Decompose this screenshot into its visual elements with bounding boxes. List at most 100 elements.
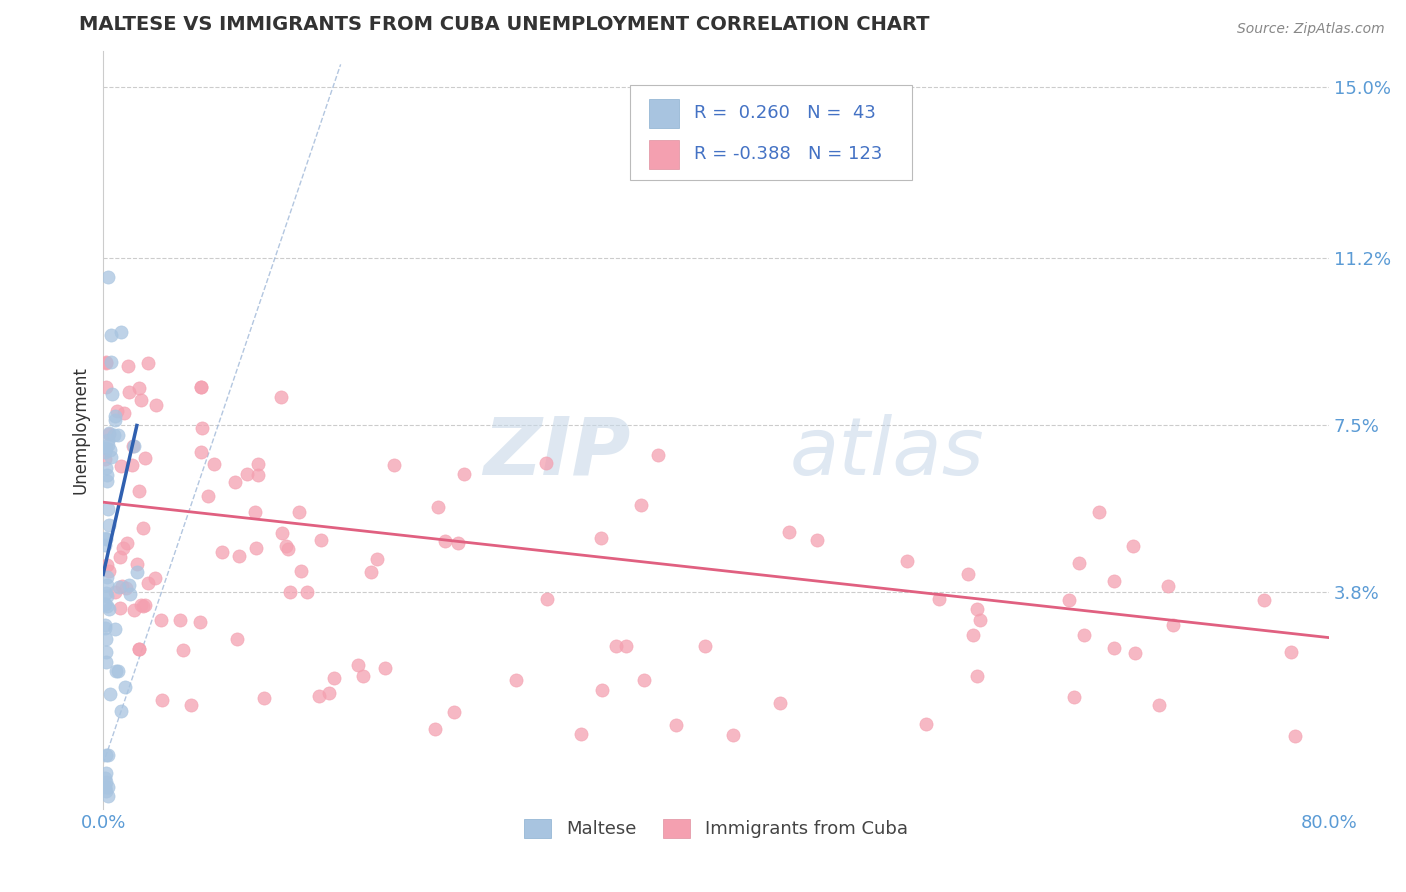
Point: [665, 717, 688, 731]
Point: [1161, 618, 1184, 632]
Point: [308, 689, 330, 703]
Point: [96, 590, 118, 604]
Point: [117, 577, 139, 591]
FancyBboxPatch shape: [630, 85, 912, 180]
Point: [125, 557, 148, 571]
Text: MALTESE VS IMMIGRANTS FROM CUBA UNEMPLOYMENT CORRELATION CHART: MALTESE VS IMMIGRANTS FROM CUBA UNEMPLOY…: [79, 15, 929, 34]
Bar: [648, 140, 679, 169]
Point: [966, 602, 988, 616]
Point: [433, 534, 456, 549]
Text: R = -0.388   N = 123: R = -0.388 N = 123: [695, 145, 883, 163]
Point: [110, 601, 132, 615]
Point: [245, 541, 267, 555]
Point: [1123, 646, 1146, 660]
Point: [111, 579, 134, 593]
Point: [197, 489, 219, 503]
Point: [105, 403, 128, 417]
Point: [969, 613, 991, 627]
Point: [96, 354, 118, 368]
Point: [224, 475, 246, 489]
Point: [1088, 504, 1111, 518]
Point: [129, 598, 152, 612]
Point: [721, 728, 744, 742]
Point: [614, 640, 637, 654]
Point: [110, 704, 132, 718]
Point: [100, 355, 122, 369]
Point: [101, 387, 124, 401]
Point: [228, 549, 250, 563]
Point: [104, 409, 127, 424]
Text: Source: ZipAtlas.com: Source: ZipAtlas.com: [1237, 22, 1385, 37]
Point: [145, 398, 167, 412]
Point: [98, 688, 121, 702]
Point: [360, 566, 382, 580]
Point: [647, 449, 669, 463]
Point: [94, 586, 117, 600]
Point: [297, 585, 319, 599]
Point: [271, 526, 294, 541]
Point: [96, 766, 118, 780]
Point: [112, 406, 135, 420]
Point: [94, 538, 117, 552]
Point: [94, 656, 117, 670]
Point: [100, 450, 122, 464]
Point: [97, 425, 120, 440]
Point: [1157, 579, 1180, 593]
Point: [115, 536, 138, 550]
Point: [107, 428, 129, 442]
Point: [966, 669, 988, 683]
Point: [505, 673, 527, 688]
Point: [97, 438, 120, 452]
Point: [534, 456, 557, 470]
Text: ZIP: ZIP: [482, 414, 630, 491]
Point: [149, 613, 172, 627]
Point: [94, 532, 117, 546]
Point: [190, 379, 212, 393]
Point: [270, 390, 292, 404]
Point: [247, 468, 270, 483]
Point: [1102, 574, 1125, 588]
Point: [94, 379, 117, 393]
Point: [1057, 593, 1080, 607]
Point: [97, 564, 120, 578]
Point: [352, 669, 374, 683]
Point: [96, 467, 118, 482]
Point: [96, 578, 118, 592]
Point: [374, 660, 396, 674]
Point: [136, 355, 159, 369]
Point: [202, 458, 225, 472]
Bar: [648, 99, 679, 128]
Point: [122, 439, 145, 453]
Point: [96, 475, 118, 489]
Point: [1279, 645, 1302, 659]
Point: [447, 535, 470, 549]
Point: [1102, 640, 1125, 655]
Point: [97, 434, 120, 448]
Point: [132, 599, 155, 613]
Point: [94, 451, 117, 466]
Point: [128, 484, 150, 499]
Point: [962, 628, 984, 642]
Point: [309, 533, 332, 548]
Point: [97, 747, 120, 762]
Point: [1063, 690, 1085, 705]
Point: [97, 780, 120, 794]
Point: [96, 441, 118, 455]
Point: [243, 505, 266, 519]
Point: [128, 381, 150, 395]
Point: [453, 467, 475, 482]
Point: [134, 598, 156, 612]
Point: [125, 565, 148, 579]
Point: [347, 658, 370, 673]
Point: [633, 673, 655, 688]
Point: [128, 642, 150, 657]
Point: [290, 564, 312, 578]
Point: [426, 500, 449, 514]
Point: [278, 584, 301, 599]
Point: [134, 451, 156, 466]
Point: [94, 618, 117, 632]
Point: [105, 664, 128, 678]
Point: [115, 581, 138, 595]
Point: [569, 726, 592, 740]
Point: [110, 458, 132, 473]
